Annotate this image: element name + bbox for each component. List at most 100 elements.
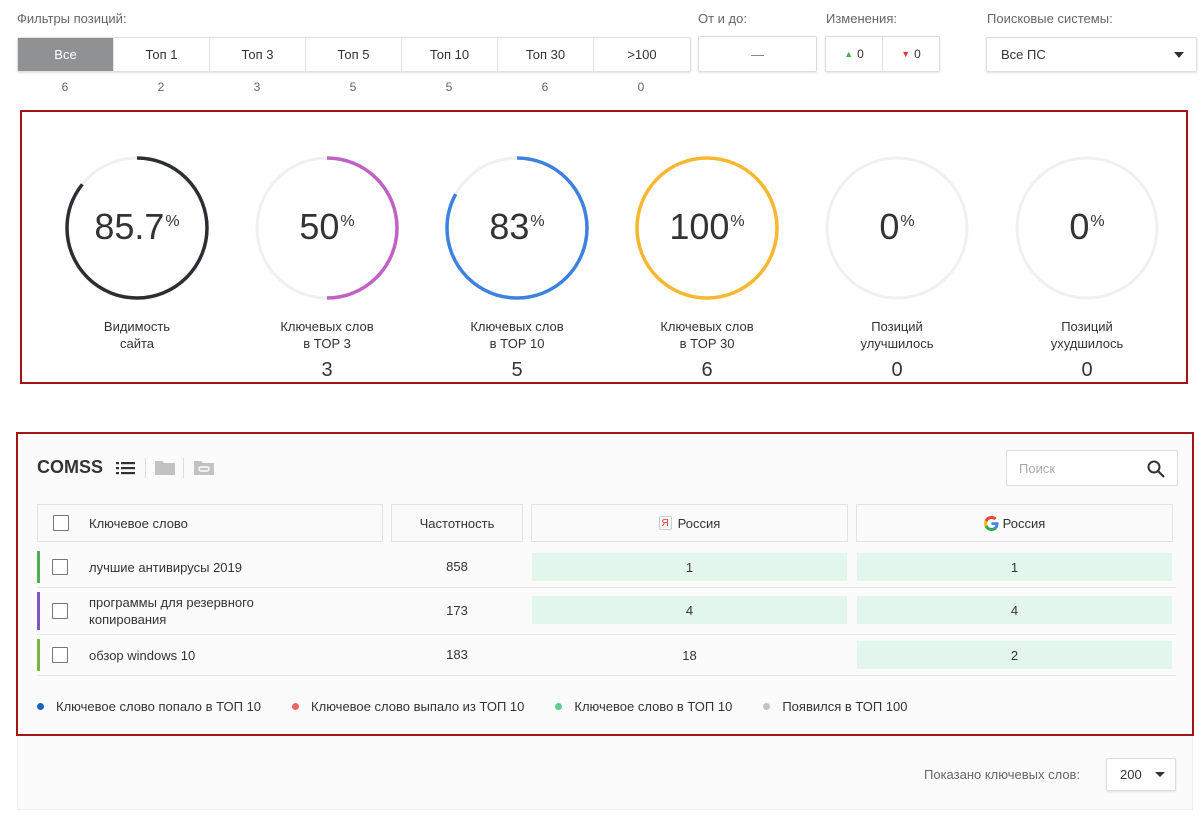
- legend-item: Ключевое слово в ТОП 10: [555, 699, 732, 714]
- progress-ring: 50%: [253, 154, 401, 302]
- legend: Ключевое слово попало в ТОП 10 Ключевое …: [37, 699, 938, 714]
- row-keyword: лучшие антивирусы 2019: [89, 560, 242, 575]
- tab-count: 5: [445, 80, 453, 94]
- stats-panel: [20, 110, 1188, 384]
- stat-caption-line: Ключевых слов: [660, 319, 754, 334]
- ring-progress: [635, 156, 779, 300]
- tab-top30[interactable]: Топ 30: [498, 38, 594, 71]
- legend-dot: [37, 703, 44, 710]
- tab-top10[interactable]: Топ 10: [402, 38, 498, 71]
- range-label: От и до:: [698, 11, 747, 26]
- table-row[interactable]: программы для резервного копирования 173…: [37, 588, 1176, 635]
- changes-label: Изменения:: [826, 11, 897, 26]
- row-yandex-position: 1: [532, 553, 847, 581]
- search-engines-select[interactable]: Все ПС: [986, 37, 1197, 72]
- progress-ring: 85.7%: [63, 154, 211, 302]
- row-keyword: обзор windows 10: [89, 648, 196, 663]
- stat-value: 50%: [253, 206, 401, 248]
- changes-down-count: 0: [914, 47, 921, 61]
- changes-filter: ▲ 0 ▼ 0: [825, 36, 940, 72]
- changes-up-count: 0: [857, 47, 864, 61]
- stat-caption-line: Видимость: [103, 319, 171, 334]
- search-icon[interactable]: [1147, 460, 1165, 478]
- per-page-select[interactable]: 200: [1106, 758, 1176, 791]
- ring-progress: [255, 156, 399, 300]
- stat-unit: %: [1090, 213, 1105, 230]
- legend-item: Ключевое слово попало в ТОП 10: [37, 699, 261, 714]
- project-title: COMSS: [37, 457, 104, 477]
- stat-caption-line: в TOP 3: [303, 336, 351, 351]
- folder-icon[interactable]: [154, 459, 176, 476]
- stat-card: 100% Ключевых слов в TOP 30 6: [612, 154, 802, 381]
- yandex-header-label: Россия: [677, 515, 721, 531]
- stat-unit: %: [530, 213, 545, 230]
- changes-up-button[interactable]: ▲ 0: [826, 37, 883, 71]
- yandex-column-header[interactable]: Я Россия: [531, 504, 848, 542]
- tab-top5[interactable]: Топ 5: [306, 38, 402, 71]
- stat-number: 83: [489, 206, 530, 247]
- stat-caption: Позиций улучшилось: [802, 318, 992, 352]
- stat-caption-line: Позиций: [1061, 319, 1113, 334]
- stat-caption: Ключевых слов в TOP 30: [612, 318, 802, 352]
- progress-ring: 83%: [443, 154, 591, 302]
- tab-top1[interactable]: Топ 1: [114, 38, 210, 71]
- stat-caption: Ключевых слов в TOP 3: [232, 318, 422, 352]
- range-value: —: [751, 46, 764, 62]
- legend-label: Ключевое слово выпало из ТОП 10: [311, 699, 525, 714]
- google-column-header[interactable]: Россия: [856, 504, 1173, 542]
- row-checkbox[interactable]: [52, 559, 68, 575]
- search-input[interactable]: Поиск: [1006, 450, 1178, 486]
- legend-label: Ключевое слово попало в ТОП 10: [56, 699, 262, 714]
- keyword-column-header[interactable]: Ключевое слово: [37, 504, 383, 542]
- yandex-icon: Я: [658, 516, 672, 530]
- tab-count: 6: [541, 80, 549, 94]
- divider: [183, 458, 184, 478]
- stat-count: 0: [891, 359, 903, 381]
- keywords-panel: [16, 432, 1194, 736]
- legend-item: Появился в ТОП 100: [763, 699, 907, 714]
- row-google-position: 2: [857, 641, 1172, 669]
- stat-caption-line: в TOP 10: [489, 336, 545, 351]
- stat-count: 6: [701, 359, 713, 381]
- ring-progress: [445, 156, 589, 300]
- stat-number: 0: [879, 206, 900, 247]
- stat-caption-line: в TOP 30: [679, 336, 735, 351]
- divider: [145, 458, 146, 478]
- tab-over100[interactable]: >100: [627, 47, 657, 62]
- tab-count: 2: [157, 80, 165, 94]
- stat-number: 100: [669, 206, 730, 247]
- legend-label: Появился в ТОП 100: [782, 699, 908, 714]
- tab-top3[interactable]: Топ 3: [210, 38, 306, 71]
- row-checkbox[interactable]: [52, 647, 68, 663]
- row-yandex-position: 4: [532, 596, 847, 624]
- stat-card: 0% Позиций улучшилось 0: [802, 154, 992, 381]
- stat-count: 3: [321, 359, 333, 381]
- stat-card: 50% Ключевых слов в TOP 3 3: [232, 154, 422, 381]
- legend-dot: [763, 703, 771, 710]
- stat-number: 0: [1069, 206, 1090, 247]
- frequency-column-header[interactable]: Частотность: [391, 504, 523, 542]
- tab-count: 3: [253, 80, 261, 94]
- row-checkbox[interactable]: [52, 603, 68, 619]
- stat-number: 85.7: [94, 206, 165, 247]
- select-all-checkbox[interactable]: [53, 515, 69, 531]
- changes-down-button[interactable]: ▼ 0: [883, 37, 939, 71]
- row-keyword: программы для резервного копирования: [89, 595, 254, 627]
- tab-all[interactable]: Все: [18, 38, 114, 71]
- stat-count: 0: [1081, 359, 1093, 381]
- stat-caption-line: сайта: [119, 336, 155, 351]
- frequency-header-label: Частотность: [419, 515, 495, 531]
- table-row[interactable]: обзор windows 10 183 18 2: [37, 635, 1176, 676]
- stat-caption: Позиций ухудшилось: [992, 318, 1182, 352]
- link-folder-icon[interactable]: [193, 459, 215, 476]
- stat-card: 83% Ключевых слов в TOP 10 5: [422, 154, 612, 381]
- range-input[interactable]: —: [698, 36, 817, 72]
- stat-caption-line: Ключевых слов: [470, 319, 564, 334]
- stat-caption: Видимость сайта: [42, 318, 232, 352]
- row-frequency: 183: [446, 647, 468, 662]
- progress-ring: 0%: [1013, 154, 1161, 302]
- list-view-icon[interactable]: [116, 461, 136, 475]
- search-engines-label: Поисковые системы:: [987, 11, 1113, 26]
- table-row[interactable]: лучшие антивирусы 2019 858 1 1: [37, 547, 1176, 588]
- row-yandex-position: 18: [682, 647, 697, 663]
